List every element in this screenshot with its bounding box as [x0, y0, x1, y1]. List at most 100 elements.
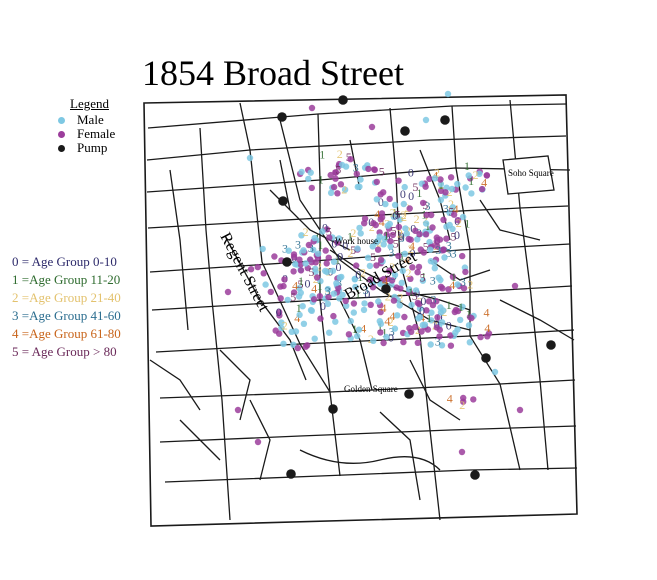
female-death-marker	[361, 220, 368, 227]
female-death-marker	[276, 308, 283, 316]
age-group-0: 0 = Age Group 0-10	[12, 254, 117, 269]
age-label: 5	[370, 250, 376, 264]
age-label: 4	[292, 279, 298, 293]
legend-label-female: Female	[77, 126, 116, 141]
female-death-marker	[377, 256, 385, 264]
female-death-marker	[386, 267, 393, 274]
male-death-marker	[329, 267, 337, 274]
age-label: 0	[446, 319, 452, 333]
male-death-marker	[426, 238, 433, 246]
male-death-marker	[288, 328, 295, 335]
street-line	[451, 105, 521, 471]
age-label: 4	[381, 301, 387, 315]
male-death-marker	[354, 332, 361, 340]
age-label: 5	[335, 163, 341, 177]
female-death-marker	[436, 236, 444, 243]
age-label: 3	[295, 238, 301, 252]
age-label: 3	[431, 293, 437, 307]
male-death-marker	[312, 265, 319, 273]
death-marker	[422, 116, 430, 124]
male-death-marker	[292, 260, 299, 268]
female-death-marker	[409, 264, 416, 271]
female-death-marker	[447, 332, 454, 339]
female-death-marker	[310, 296, 318, 303]
female-death-marker	[294, 344, 301, 352]
male-death-marker	[327, 189, 335, 197]
male-death-marker	[300, 247, 307, 254]
age-label: 2	[408, 242, 414, 256]
street-network	[143, 94, 578, 527]
street-line	[224, 235, 307, 381]
male-death-marker	[284, 296, 291, 304]
female-death-marker	[415, 263, 423, 271]
age-label: 0	[419, 303, 425, 317]
age-label: 5	[326, 225, 332, 239]
age-label: 0	[378, 195, 384, 209]
male-death-marker	[314, 250, 322, 257]
age-label: 2	[459, 398, 465, 412]
street-line	[379, 411, 421, 501]
male-death-marker	[422, 220, 430, 227]
male-death-marker	[278, 324, 285, 332]
age-label: 2	[397, 227, 403, 241]
female-death-marker	[378, 210, 386, 217]
male-death-marker	[394, 312, 401, 319]
work-house-label: Work house	[335, 236, 378, 246]
female-death-marker	[437, 176, 444, 183]
male-death-marker	[438, 342, 446, 349]
age-label: 3	[388, 246, 394, 260]
female-death-marker	[424, 326, 432, 333]
male-death-marker	[459, 303, 466, 310]
age-label: 0	[420, 294, 426, 308]
age-label: 2	[414, 212, 420, 226]
age-label: 2	[347, 246, 353, 260]
female-death-marker	[397, 285, 404, 292]
female-death-marker	[442, 189, 449, 196]
female-death-marker	[389, 231, 397, 239]
male-death-marker	[419, 277, 427, 284]
age-label: 3	[435, 243, 441, 257]
female-death-marker	[377, 308, 384, 316]
male-death-marker	[468, 190, 475, 197]
age-label: 3	[389, 324, 395, 338]
street-line	[169, 169, 189, 331]
male-death-marker	[382, 200, 389, 208]
age-label: 0	[400, 187, 406, 201]
female-death-marker	[478, 185, 486, 193]
female-death-marker	[433, 243, 441, 250]
female-death-marker	[353, 170, 360, 178]
female-death-marker	[325, 293, 332, 301]
death-marker	[491, 368, 499, 376]
male-death-marker	[259, 245, 266, 253]
female-death-marker	[401, 313, 408, 321]
male-death-marker	[391, 271, 399, 279]
male-death-marker	[446, 221, 453, 229]
female-death-marker	[384, 275, 391, 282]
age-label: 3	[353, 160, 359, 174]
female-death-marker	[459, 252, 466, 260]
street-line	[164, 467, 578, 483]
female-death-marker	[322, 247, 329, 254]
female-death-marker	[460, 398, 467, 405]
male-death-marker	[356, 224, 363, 232]
female-death-marker	[447, 342, 455, 349]
male-death-marker	[437, 196, 445, 204]
age-label: 0	[388, 331, 394, 345]
male-death-marker	[280, 340, 287, 347]
female-death-marker	[462, 268, 469, 276]
male-death-marker	[311, 335, 318, 342]
age-label: 1	[357, 270, 363, 284]
street-line	[149, 359, 201, 411]
male-death-marker	[408, 301, 415, 309]
male-death-marker	[462, 184, 469, 191]
male-death-marker	[297, 289, 304, 296]
male-death-marker	[380, 241, 387, 248]
male-death-marker	[330, 290, 337, 297]
male-death-marker	[476, 170, 483, 177]
soho-square-label: Soho Square	[508, 168, 554, 178]
female-death-marker	[307, 256, 314, 263]
male-death-marker	[326, 329, 333, 336]
age-label: 0	[355, 268, 361, 282]
male-death-marker	[302, 260, 309, 267]
male-death-marker	[387, 243, 394, 250]
